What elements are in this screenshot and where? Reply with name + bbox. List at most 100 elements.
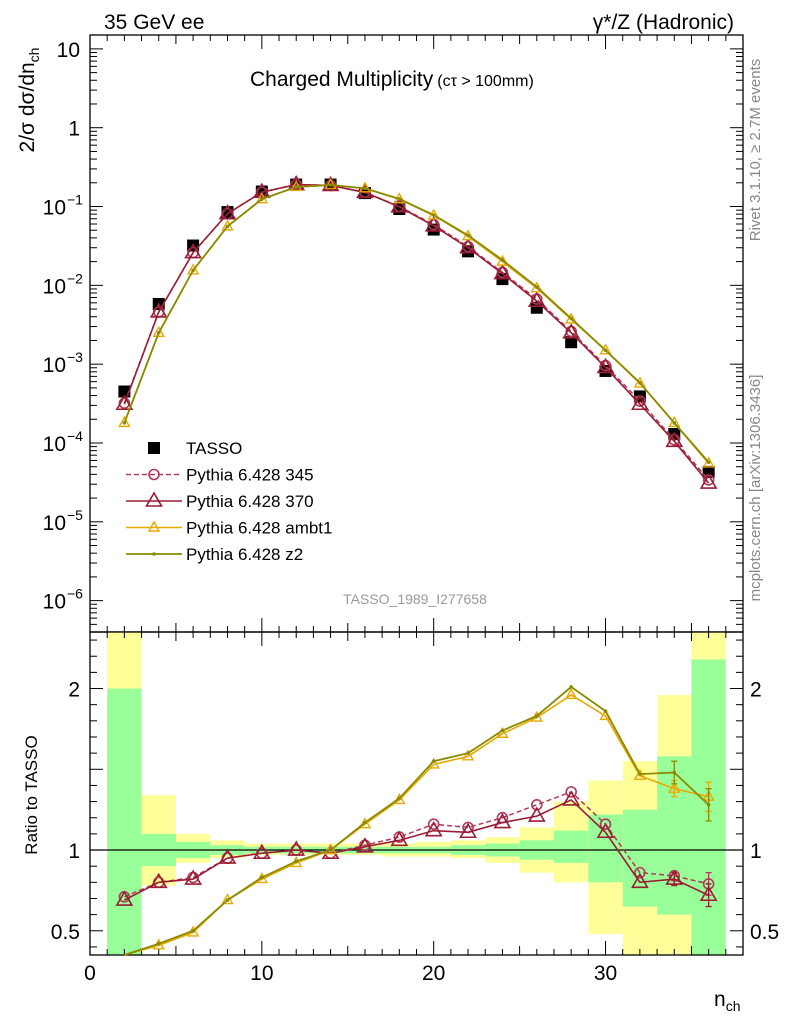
data-point-p370 xyxy=(115,394,134,411)
main-y-axis-title-text: 2/σ dσ/dn xyxy=(16,62,39,152)
ratio-y-tick-label: 0.5 xyxy=(51,921,80,944)
data-point-ambt1 xyxy=(152,325,165,338)
ratio-point-z2 xyxy=(294,859,299,864)
ratio-point-z2 xyxy=(260,875,264,880)
band-inner-15 xyxy=(622,809,658,907)
ratio-y-tick-label-right: 0.5 xyxy=(750,921,779,944)
legend-entry-data: TASSO xyxy=(148,439,242,458)
data-point-p345 xyxy=(565,325,577,338)
x-tick-label: 0 xyxy=(84,962,96,985)
ratio-point-p345 xyxy=(565,786,577,798)
data-point-p370 xyxy=(149,302,168,318)
x-axis-title: nch xyxy=(714,988,740,1014)
series-p370 xyxy=(115,174,718,489)
ratio-point-p370 xyxy=(218,848,237,864)
ratio-point-ambt1 xyxy=(393,793,406,805)
main-y-axis-title-subscript: ch xyxy=(26,48,42,63)
ratio-point-p370 xyxy=(665,869,684,885)
data-point-z2 xyxy=(397,197,402,201)
ratio-point-z2 xyxy=(500,728,505,733)
data-point-p370 xyxy=(390,197,409,213)
ratio-point-p370 xyxy=(493,812,512,829)
data-point-p370 xyxy=(252,182,271,198)
main-y-tick-label: 10 xyxy=(43,512,66,535)
band-inner-13 xyxy=(553,830,589,863)
legend-entry-ambt1: Pythia 6.428 ambt1 xyxy=(126,519,332,538)
data-point-p345 xyxy=(118,397,131,409)
main-y-tick-label: 1 xyxy=(68,118,80,141)
chart-title-suffix: (cτ > 100mm) xyxy=(437,73,534,90)
legend-entry-p370: Pythia 6.428 370 xyxy=(126,491,314,511)
data-point-p370 xyxy=(699,473,718,489)
legend-label: Pythia 6.428 z2 xyxy=(186,545,303,564)
legend-marker-z2 xyxy=(152,552,156,556)
ratio-point-p345 xyxy=(427,818,440,830)
ratio-point-p370 xyxy=(149,872,168,889)
data-point-z2 xyxy=(260,197,264,201)
data-point-z2 xyxy=(191,268,195,273)
data-point-z2 xyxy=(431,213,436,217)
data-point-z2 xyxy=(294,185,299,189)
legend-entry-z2: Pythia 6.428 z2 xyxy=(126,545,303,564)
ratio-series-z2 xyxy=(124,685,712,956)
legend-label: Pythia 6.428 345 xyxy=(186,466,314,485)
ratio-point-p370 xyxy=(459,822,477,839)
data-point-z2 xyxy=(225,224,230,229)
main-y-tick-label: 10 xyxy=(43,354,66,377)
data-point-z2 xyxy=(638,381,642,385)
ratio-series-p370 xyxy=(115,790,718,908)
ratio-point-z2 xyxy=(466,751,470,755)
data-point-z2 xyxy=(328,183,333,187)
data-point-ambt1 xyxy=(186,263,200,275)
ratio-point-p370 xyxy=(390,830,409,847)
ratio-point-p345 xyxy=(599,818,612,830)
ratio-point-z2 xyxy=(191,928,195,933)
series-data xyxy=(118,178,715,478)
x-tick-label: 10 xyxy=(250,962,273,985)
data-point-z2 xyxy=(534,285,539,289)
ratio-y-tick-label: 1 xyxy=(68,840,80,863)
ratio-point-p370 xyxy=(115,890,134,906)
data-point-p370 xyxy=(493,263,512,280)
ratio-point-z2 xyxy=(534,714,539,718)
ratio-point-z2 xyxy=(156,941,161,946)
legend: TASSO Pythia 6.428 345 Pythia 6.428 370 Pyt… xyxy=(126,439,332,564)
data-point-p370 xyxy=(665,431,684,448)
ratio-point-p345 xyxy=(634,866,646,879)
main-y-tick-exponent: −1 xyxy=(67,192,83,208)
main-y-tick-exponent: −3 xyxy=(67,349,83,365)
data-point-ambt1 xyxy=(564,312,578,324)
data-point-p370 xyxy=(424,216,443,232)
data-point-z2 xyxy=(603,348,608,353)
data-point-z2 xyxy=(156,331,161,335)
ratio-plot-panel: 0 10 20 30 0.5 0.5 1 1 2 2 Ratio to TASSO nch xyxy=(22,631,779,1014)
mcplots-label: mcplots.cern.ch [arXiv:1306.3436] xyxy=(747,375,764,602)
ratio-uncertainty-bands xyxy=(107,632,726,955)
ratio-y-axis-title: Ratio to TASSO xyxy=(22,735,41,854)
main-y-tick-exponent: −5 xyxy=(67,507,83,523)
ratio-point-p370 xyxy=(184,869,202,885)
data-point-p370 xyxy=(184,243,202,259)
data-point-p345 xyxy=(462,240,474,253)
main-y-tick-label: 10 xyxy=(43,591,66,614)
data-point-z2 xyxy=(569,316,573,321)
legend-marker-p345 xyxy=(148,468,160,481)
data-point-ambt1 xyxy=(530,281,543,293)
data-point-p370 xyxy=(218,204,237,220)
legend-label: TASSO xyxy=(186,439,242,458)
data-point-ambt1 xyxy=(118,415,131,428)
main-plot-frame xyxy=(89,34,744,633)
ratio-point-p370 xyxy=(699,885,718,902)
ratio-y-tick-label: 2 xyxy=(68,679,80,702)
series-line-p345 xyxy=(123,183,710,481)
ratio-point-z2 xyxy=(397,796,402,801)
ratio-point-p370 xyxy=(596,822,615,839)
data-point-p370 xyxy=(596,357,615,374)
ratio-point-p370 xyxy=(356,837,374,853)
ratio-point-ambt1 xyxy=(358,817,372,829)
x-tick-label: 20 xyxy=(422,962,445,985)
ratio-point-p370 xyxy=(527,806,546,822)
ratio-y-tick-label-right: 1 xyxy=(750,840,762,863)
